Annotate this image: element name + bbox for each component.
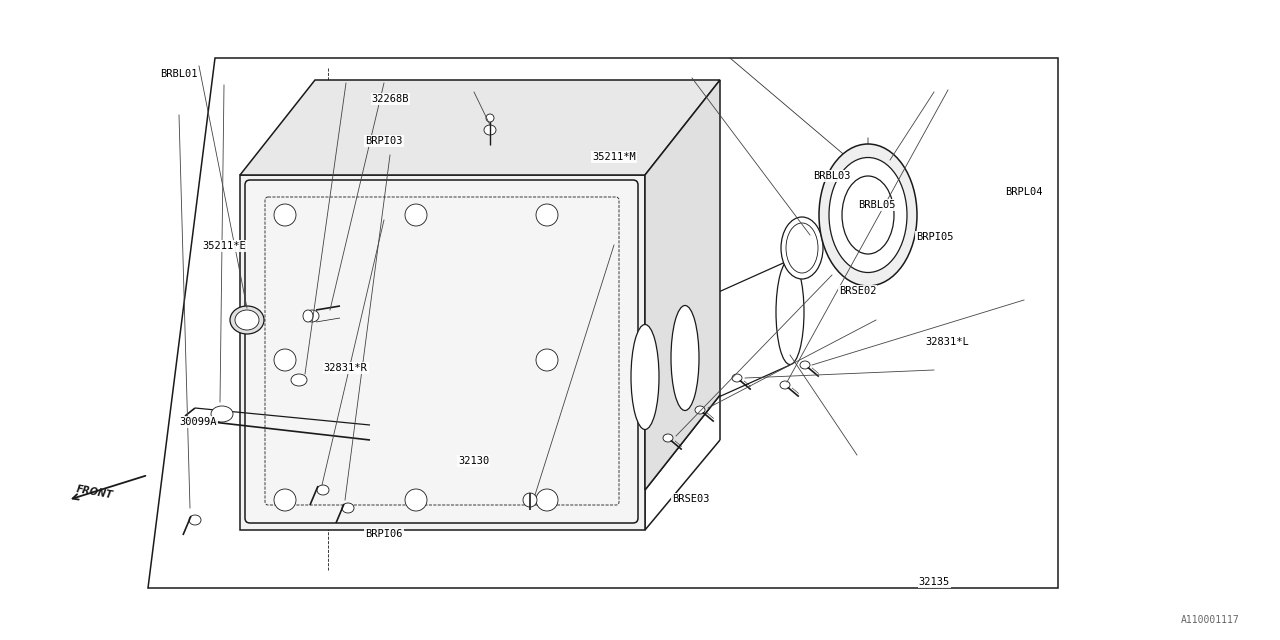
Ellipse shape — [781, 217, 823, 279]
Ellipse shape — [236, 310, 259, 330]
Text: 35211*E: 35211*E — [202, 241, 246, 252]
Ellipse shape — [189, 515, 201, 525]
Polygon shape — [148, 58, 1059, 588]
Ellipse shape — [524, 493, 538, 507]
Ellipse shape — [303, 310, 314, 322]
Text: 32130: 32130 — [458, 456, 489, 466]
Ellipse shape — [671, 305, 699, 410]
Ellipse shape — [291, 374, 307, 386]
Ellipse shape — [274, 349, 296, 371]
Text: FRONT: FRONT — [76, 484, 114, 500]
Text: BRBL03: BRBL03 — [813, 171, 851, 181]
Ellipse shape — [780, 381, 790, 389]
Text: BRPI05: BRPI05 — [915, 232, 954, 242]
Ellipse shape — [842, 176, 893, 254]
Text: 35211*M: 35211*M — [593, 152, 636, 162]
Text: 32831*L: 32831*L — [925, 337, 969, 348]
Ellipse shape — [800, 361, 810, 369]
Ellipse shape — [663, 434, 673, 442]
Ellipse shape — [732, 374, 742, 382]
Ellipse shape — [317, 485, 329, 495]
Text: 32268B: 32268B — [371, 94, 410, 104]
Ellipse shape — [342, 503, 355, 513]
Ellipse shape — [819, 144, 916, 286]
Ellipse shape — [536, 489, 558, 511]
Ellipse shape — [695, 406, 705, 414]
Text: 30099A: 30099A — [179, 417, 218, 428]
Ellipse shape — [829, 157, 908, 273]
Polygon shape — [645, 80, 719, 490]
Ellipse shape — [536, 204, 558, 226]
Text: BRBL01: BRBL01 — [160, 68, 198, 79]
Polygon shape — [241, 80, 719, 175]
Text: BRPI03: BRPI03 — [365, 136, 403, 146]
Text: 32831*R: 32831*R — [324, 363, 367, 373]
Ellipse shape — [274, 489, 296, 511]
Ellipse shape — [631, 324, 659, 429]
Text: BRPI06: BRPI06 — [365, 529, 403, 540]
Text: BRPL04: BRPL04 — [1005, 187, 1043, 197]
Text: BRSE02: BRSE02 — [838, 286, 877, 296]
Text: 32135: 32135 — [919, 577, 950, 588]
Text: BRSE03: BRSE03 — [672, 494, 710, 504]
Ellipse shape — [404, 204, 428, 226]
Ellipse shape — [305, 310, 319, 322]
Text: BRBL05: BRBL05 — [858, 200, 896, 210]
Ellipse shape — [404, 489, 428, 511]
Ellipse shape — [536, 349, 558, 371]
Ellipse shape — [211, 406, 233, 422]
Ellipse shape — [786, 223, 818, 273]
Ellipse shape — [484, 125, 497, 135]
Text: A110001117: A110001117 — [1181, 615, 1240, 625]
FancyBboxPatch shape — [244, 180, 637, 523]
Polygon shape — [241, 175, 645, 530]
Ellipse shape — [776, 259, 804, 365]
Ellipse shape — [486, 114, 494, 122]
Ellipse shape — [230, 306, 264, 334]
Ellipse shape — [274, 204, 296, 226]
